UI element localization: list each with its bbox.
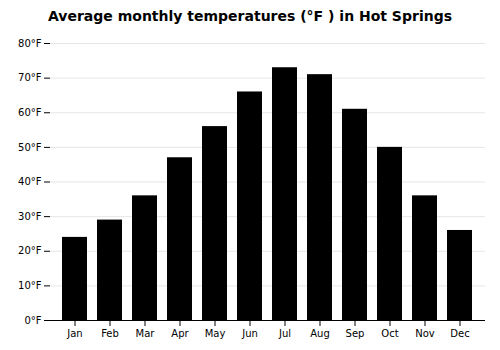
svg-text:Oct: Oct: [381, 328, 398, 339]
svg-text:10°F: 10°F: [18, 280, 42, 291]
svg-text:Aug: Aug: [310, 328, 330, 339]
svg-text:Jun: Jun: [241, 328, 258, 339]
svg-text:Apr: Apr: [171, 328, 189, 339]
svg-text:Jul: Jul: [278, 328, 291, 339]
svg-text:80°F: 80°F: [18, 38, 42, 49]
svg-text:Mar: Mar: [136, 328, 156, 339]
svg-text:50°F: 50°F: [18, 142, 42, 153]
svg-text:Sep: Sep: [346, 328, 365, 339]
html-text:Average monthly temperatures (: Average monthly temperatures (°F ) in Ho…: [48, 8, 452, 24]
svg-text:40°F: 40°F: [18, 176, 42, 187]
svg-text:Nov: Nov: [415, 328, 435, 339]
svg-text:Feb: Feb: [101, 328, 119, 339]
svg-text:30°F: 30°F: [18, 211, 42, 222]
svg-text:60°F: 60°F: [18, 107, 42, 118]
svg-text:0°F: 0°F: [24, 315, 41, 326]
svg-text:May: May: [205, 328, 226, 339]
svg-text:70°F: 70°F: [18, 72, 42, 83]
svg-text:Jan: Jan: [66, 328, 82, 339]
svg-text:20°F: 20°F: [18, 245, 42, 256]
svg-text:Dec: Dec: [450, 328, 469, 339]
